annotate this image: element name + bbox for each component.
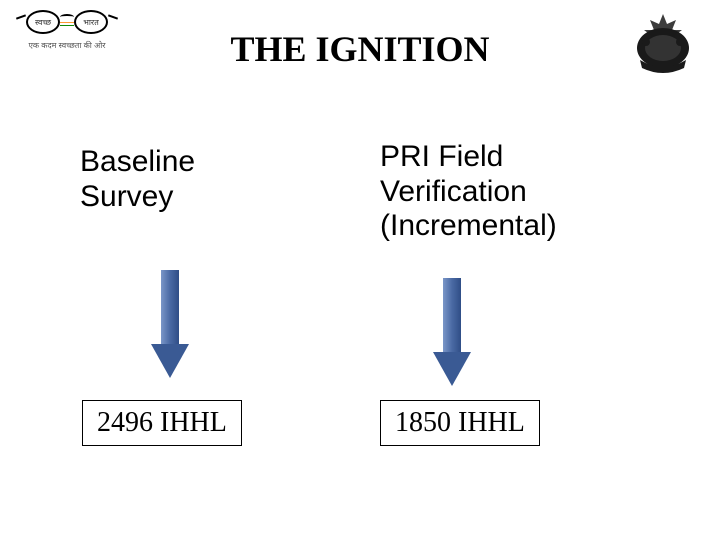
result-pri: 1850 IHHL xyxy=(380,400,540,446)
pri-line2: Verification xyxy=(380,175,527,208)
baseline-line1: Baseline xyxy=(80,145,195,178)
pri-label: PRI Field Verification (Incremental) xyxy=(380,140,640,244)
pri-line3: (Incremental) xyxy=(380,209,557,242)
arrow-down-right xyxy=(432,278,472,388)
page-title: THE IGNITION xyxy=(0,28,720,70)
baseline-line2: Survey xyxy=(80,180,173,213)
result-baseline: 2496 IHHL xyxy=(82,400,242,446)
column-baseline: Baseline Survey xyxy=(80,145,340,214)
column-pri: PRI Field Verification (Incremental) xyxy=(380,140,640,244)
baseline-label: Baseline Survey xyxy=(80,145,340,214)
tricolor-icon xyxy=(60,22,74,26)
pri-line1: PRI Field xyxy=(380,140,503,173)
arrow-down-left xyxy=(150,270,190,380)
